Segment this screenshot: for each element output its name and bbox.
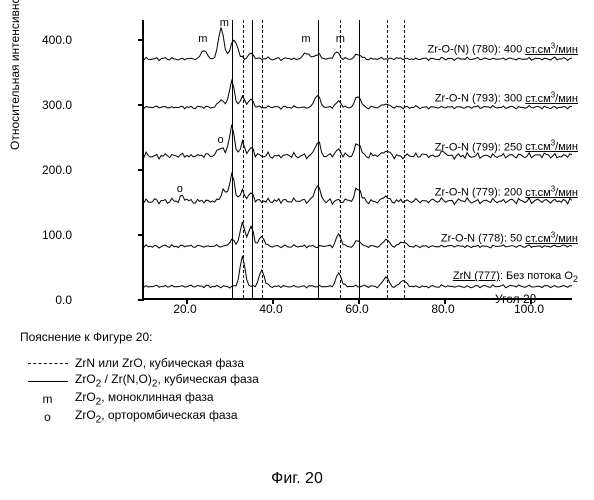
x-axis-label: Угол 2θ bbox=[495, 292, 536, 306]
ref-line-dashed bbox=[340, 20, 341, 298]
y-tick-label: 200.0 bbox=[42, 163, 72, 177]
legend-title: Пояснение к Фигуре 20: bbox=[20, 330, 259, 344]
legend-row: ZrO2 / Zr(N,O)2, кубическая фаза bbox=[20, 372, 259, 390]
x-tick-label: 20.0 bbox=[173, 302, 196, 316]
y-tick-label: 400.0 bbox=[42, 33, 72, 47]
trace-label: Zr-O-N (793): 300 ст.см3/мин bbox=[435, 90, 578, 105]
legend-text: ZrN или ZrO, кубическая фаза bbox=[75, 356, 244, 370]
ref-line-solid bbox=[232, 20, 233, 298]
legend-row: ZrN или ZrO, кубическая фаза bbox=[20, 354, 259, 372]
peak-label: o bbox=[177, 183, 183, 195]
plot-area bbox=[142, 20, 572, 300]
y-tick bbox=[138, 169, 144, 171]
trace-label: Zr-O-(N) (780): 400 ст.см3/мин bbox=[427, 41, 578, 56]
y-tick-label: 300.0 bbox=[42, 98, 72, 112]
ref-line-solid bbox=[318, 20, 319, 298]
x-tick-label: 40.0 bbox=[259, 302, 282, 316]
peak-label: m bbox=[301, 33, 310, 45]
y-tick bbox=[138, 299, 144, 301]
ref-line-dashed bbox=[262, 20, 263, 298]
trace-label: Zr-O-N (778): 50 ст.см3/мин bbox=[441, 230, 578, 245]
peak-label: m bbox=[220, 17, 229, 29]
x-tick-label: 80.0 bbox=[431, 302, 454, 316]
y-tick-label: 100.0 bbox=[42, 228, 72, 242]
legend-text: ZrO2, орторомбическая фаза bbox=[75, 408, 238, 425]
y-tick bbox=[138, 39, 144, 41]
legend-symbol bbox=[20, 374, 75, 388]
y-tick bbox=[138, 234, 144, 236]
x-tick-label: 60.0 bbox=[345, 302, 368, 316]
trace-label: ZrN (777): Без потока O2 bbox=[453, 270, 578, 284]
ref-line-solid bbox=[252, 20, 253, 298]
trace-label: Zr-O-N (799): 250 ст.см3/мин bbox=[435, 139, 578, 154]
traces-svg bbox=[144, 20, 572, 298]
y-tick bbox=[138, 104, 144, 106]
legend-symbol bbox=[20, 356, 75, 370]
legend-text: ZrO2, моноклинная фаза bbox=[75, 390, 214, 407]
figure-caption: Фиг. 20 bbox=[271, 470, 323, 488]
ref-line-solid bbox=[359, 20, 360, 298]
legend-row: mZrO2, моноклинная фаза bbox=[20, 390, 259, 408]
legend-symbol: m bbox=[20, 392, 75, 406]
ref-line-dashed bbox=[387, 20, 388, 298]
legend: Пояснение к Фигуре 20: ZrN или ZrO, куби… bbox=[20, 330, 259, 426]
ref-line-dashed bbox=[243, 20, 244, 298]
trace-label: Zr-O-N (779): 200 ст.см3/мин bbox=[435, 184, 578, 199]
legend-text: ZrO2 / Zr(N,O)2, кубическая фаза bbox=[75, 372, 259, 389]
legend-row: oZrO2, орторомбическая фаза bbox=[20, 408, 259, 426]
peak-label: m bbox=[336, 33, 345, 45]
ref-line-dashed bbox=[404, 20, 405, 298]
peak-label: o bbox=[218, 134, 224, 146]
chart-container: 0.0100.0200.0300.0400.020.040.060.080.01… bbox=[50, 10, 580, 300]
y-axis-label: Относительная интенсивность (%) bbox=[8, 0, 22, 150]
y-tick-label: 0.0 bbox=[55, 293, 72, 307]
peak-label: m bbox=[198, 33, 207, 45]
legend-symbol: o bbox=[20, 410, 75, 424]
legend-items: ZrN или ZrO, кубическая фаза ZrO2 / Zr(N,… bbox=[20, 354, 259, 426]
